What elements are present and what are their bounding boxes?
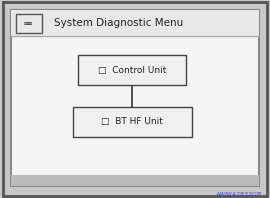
FancyBboxPatch shape [11,10,259,36]
Text: □  BT HF Unit: □ BT HF Unit [101,117,163,126]
FancyBboxPatch shape [3,2,267,196]
FancyBboxPatch shape [78,55,186,85]
FancyBboxPatch shape [16,14,42,33]
FancyBboxPatch shape [73,107,192,137]
Text: □  Control Unit: □ Control Unit [98,66,167,75]
FancyBboxPatch shape [11,175,259,186]
Text: AWNIA2832GB: AWNIA2832GB [216,192,262,197]
FancyBboxPatch shape [11,10,259,186]
Text: ≡≡: ≡≡ [24,19,33,28]
Text: System Diagnostic Menu: System Diagnostic Menu [54,18,183,28]
